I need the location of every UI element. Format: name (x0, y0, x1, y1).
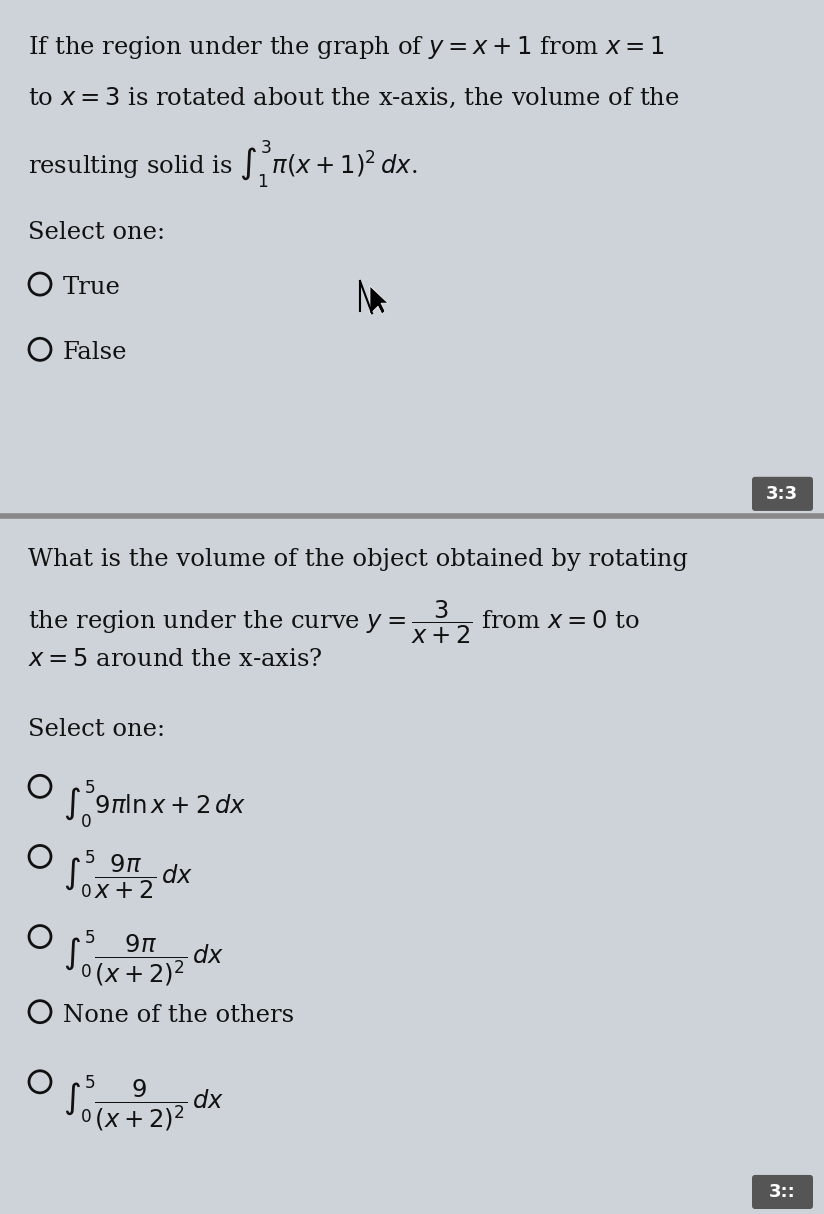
Text: Select one:: Select one: (28, 719, 165, 742)
Text: True: True (63, 276, 121, 299)
Text: to $x = 3$ is rotated about the x-axis, the volume of the: to $x = 3$ is rotated about the x-axis, … (28, 86, 680, 110)
Text: Select one:: Select one: (28, 221, 165, 244)
Text: $\int_0^{5} \dfrac{9\pi}{x+2}\,dx$: $\int_0^{5} \dfrac{9\pi}{x+2}\,dx$ (63, 849, 194, 901)
Text: resulting solid is $\int_1^{3} \pi(x + 1)^2\,dx$.: resulting solid is $\int_1^{3} \pi(x + 1… (28, 138, 418, 189)
Text: What is the volume of the object obtained by rotating: What is the volume of the object obtaine… (28, 548, 688, 571)
FancyBboxPatch shape (752, 477, 813, 511)
Text: 3::: 3:: (769, 1182, 795, 1201)
Text: $\int_0^{5} 9\pi \ln x + 2\,dx$: $\int_0^{5} 9\pi \ln x + 2\,dx$ (63, 778, 246, 829)
Text: the region under the curve $y = \dfrac{3}{x+2}$ from $x = 0$ to: the region under the curve $y = \dfrac{3… (28, 599, 639, 646)
Polygon shape (370, 287, 388, 314)
Text: $x = 5$ around the x-axis?: $x = 5$ around the x-axis? (28, 648, 322, 671)
Text: If the region under the graph of $y = x + 1$ from $x = 1$: If the region under the graph of $y = x … (28, 34, 665, 61)
Text: 3:3: 3:3 (766, 484, 798, 503)
Text: $\int_0^{5} \dfrac{9}{(x+2)^2}\,dx$: $\int_0^{5} \dfrac{9}{(x+2)^2}\,dx$ (63, 1074, 224, 1134)
Text: $\int_0^{5} \dfrac{9\pi}{(x+2)^2}\,dx$: $\int_0^{5} \dfrac{9\pi}{(x+2)^2}\,dx$ (63, 929, 224, 989)
Text: None of the others: None of the others (63, 1004, 294, 1027)
FancyBboxPatch shape (752, 1175, 813, 1209)
Text: False: False (63, 341, 128, 364)
